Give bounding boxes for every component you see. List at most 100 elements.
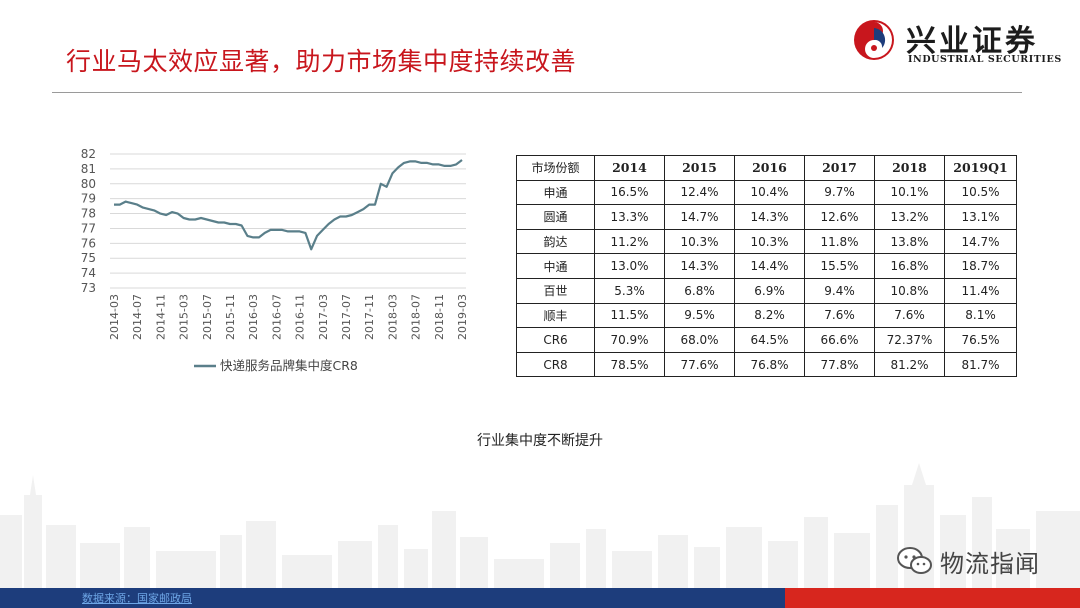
table-cell: 13.2% [874, 204, 945, 230]
y-tick-label: 76 [81, 236, 96, 250]
table-cell: 14.3% [664, 253, 735, 279]
table-cell: 12.6% [804, 204, 875, 230]
y-tick-label: 79 [81, 192, 96, 206]
table-cell: 81.7% [944, 351, 1017, 378]
table-cell: 8.2% [734, 302, 805, 329]
table-cell: 10.5% [944, 179, 1017, 206]
y-tick-label: 73 [81, 281, 96, 295]
x-tick-label: 2017-11 [363, 294, 376, 340]
table-cell: 14.4% [734, 253, 805, 279]
table-row: 韵达 11.2% 10.3% 10.3% 11.8% 13.8% 14.7% [516, 228, 1017, 255]
wechat-watermark: 物流指闻 [896, 544, 1040, 578]
logo-chinese-name: 兴业证券 [906, 24, 1038, 59]
row-header: CR6 [516, 327, 595, 353]
x-tick-label: 2017-07 [340, 294, 353, 340]
row-header: 百世 [516, 277, 595, 304]
data-source-link[interactable]: 数据来源：国家邮政局 [82, 592, 192, 605]
x-tick-label: 2014-11 [154, 294, 167, 340]
table-cell: 77.6% [664, 351, 735, 378]
series-line [114, 159, 463, 251]
column-header: 2017 [804, 155, 875, 181]
table-cell: 9.7% [804, 179, 875, 206]
y-tick-label: 80 [81, 177, 96, 191]
x-tick-label: 2016-11 [294, 294, 307, 340]
table-cell: 6.8% [664, 277, 735, 304]
table-row: 中通 13.0% 14.3% 14.4% 15.5% 16.8% 18.7% [516, 253, 1017, 279]
column-header: 2014 [594, 155, 665, 181]
table-cell: 10.8% [874, 277, 945, 304]
table-cell: 11.4% [944, 277, 1017, 304]
table-cell: 11.2% [594, 228, 665, 255]
row-header: 圆通 [516, 204, 595, 230]
legend-label: 快递服务品牌集中度CR8 [220, 358, 358, 373]
y-tick-label: 78 [81, 207, 96, 221]
table-cell: 64.5% [734, 327, 805, 353]
table-cell: 76.5% [944, 327, 1017, 353]
table-row: CR6 70.9% 68.0% 64.5% 66.6% 72.37% 76.5% [516, 327, 1017, 353]
table-row: 申通 16.5% 12.4% 10.4% 9.7% 10.1% 10.5% [516, 179, 1017, 206]
row-header: 中通 [516, 253, 595, 279]
logo-english-name: INDUSTRIAL SECURITIES [908, 54, 1062, 65]
table-cell: 14.7% [664, 204, 735, 230]
x-tick-label: 2018-07 [410, 294, 423, 340]
y-tick-label: 81 [81, 162, 96, 176]
table-cell: 10.4% [734, 179, 805, 206]
table-cell: 18.7% [944, 253, 1017, 279]
table-cell: 10.1% [874, 179, 945, 206]
slide-title: 行业马太效应显著，助力市场集中度持续改善 [66, 47, 577, 76]
table-cell: 72.37% [874, 327, 945, 353]
watermark-text: 物流指闻 [940, 549, 1040, 578]
footer-bar [0, 588, 785, 608]
x-tick-label: 2018-03 [386, 294, 399, 340]
chart-series [114, 159, 463, 251]
row-header: 韵达 [516, 228, 595, 255]
table-cell: 68.0% [664, 327, 735, 353]
y-tick-label: 75 [81, 251, 96, 265]
table-cell: 7.6% [804, 302, 875, 329]
column-header: 2016 [734, 155, 805, 181]
x-tick-label: 2014-03 [108, 294, 121, 340]
table-cell: 13.8% [874, 228, 945, 255]
city-skyline-decoration [0, 463, 1080, 590]
table-row: CR8 78.5% 77.6% 76.8% 77.8% 81.2% 81.7% [516, 351, 1017, 378]
table-cell: 13.3% [594, 204, 665, 230]
table-cell: 16.5% [594, 179, 665, 206]
logo-mark-icon [854, 20, 894, 60]
table-cell: 13.0% [594, 253, 665, 279]
table-cell: 7.6% [874, 302, 945, 329]
market-share-table: 市场份额 2014 2015 2016 2017 2018 2019Q1 申通 1… [516, 155, 1017, 378]
page-number: 4 [1004, 564, 1011, 575]
x-tick-label: 2014-07 [131, 294, 144, 340]
row-header: CR8 [516, 351, 595, 378]
table-cell: 9.5% [664, 302, 735, 329]
title-divider [52, 92, 1022, 93]
table-row: 百世 5.3% 6.8% 6.9% 9.4% 10.8% 11.4% [516, 277, 1017, 304]
table-cell: 15.5% [804, 253, 875, 279]
company-logo: 兴业证券 INDUSTRIAL SECURITIES [852, 16, 1067, 68]
table-cell: 9.4% [804, 277, 875, 304]
table-cell: 77.8% [804, 351, 875, 378]
table-cell: 13.1% [944, 204, 1017, 230]
table-cell: 14.3% [734, 204, 805, 230]
table-cell: 6.9% [734, 277, 805, 304]
table-cell: 10.3% [734, 228, 805, 255]
row-header: 顺丰 [516, 302, 595, 329]
table-cell: 8.1% [944, 302, 1017, 329]
table-cell: 70.9% [594, 327, 665, 353]
y-tick-label: 74 [81, 266, 96, 280]
column-header: 2018 [874, 155, 945, 181]
table-row: 圆通 13.3% 14.7% 14.3% 12.6% 13.2% 13.1% [516, 204, 1017, 230]
table-cell: 11.8% [804, 228, 875, 255]
x-tick-label: 2015-03 [178, 294, 191, 340]
table-cell: 14.7% [944, 228, 1017, 255]
x-tick-label: 2016-03 [247, 294, 260, 340]
x-tick-label: 2017-03 [317, 294, 330, 340]
table-corner-header: 市场份额 [516, 155, 595, 181]
table-body: 申通 16.5% 12.4% 10.4% 9.7% 10.1% 10.5% 圆通 13.3% 14… [516, 179, 1017, 378]
chart-grid [110, 153, 466, 289]
wechat-icon [897, 547, 932, 574]
table-cell: 16.8% [874, 253, 945, 279]
column-header: 2015 [664, 155, 735, 181]
y-tick-label: 82 [81, 147, 96, 161]
